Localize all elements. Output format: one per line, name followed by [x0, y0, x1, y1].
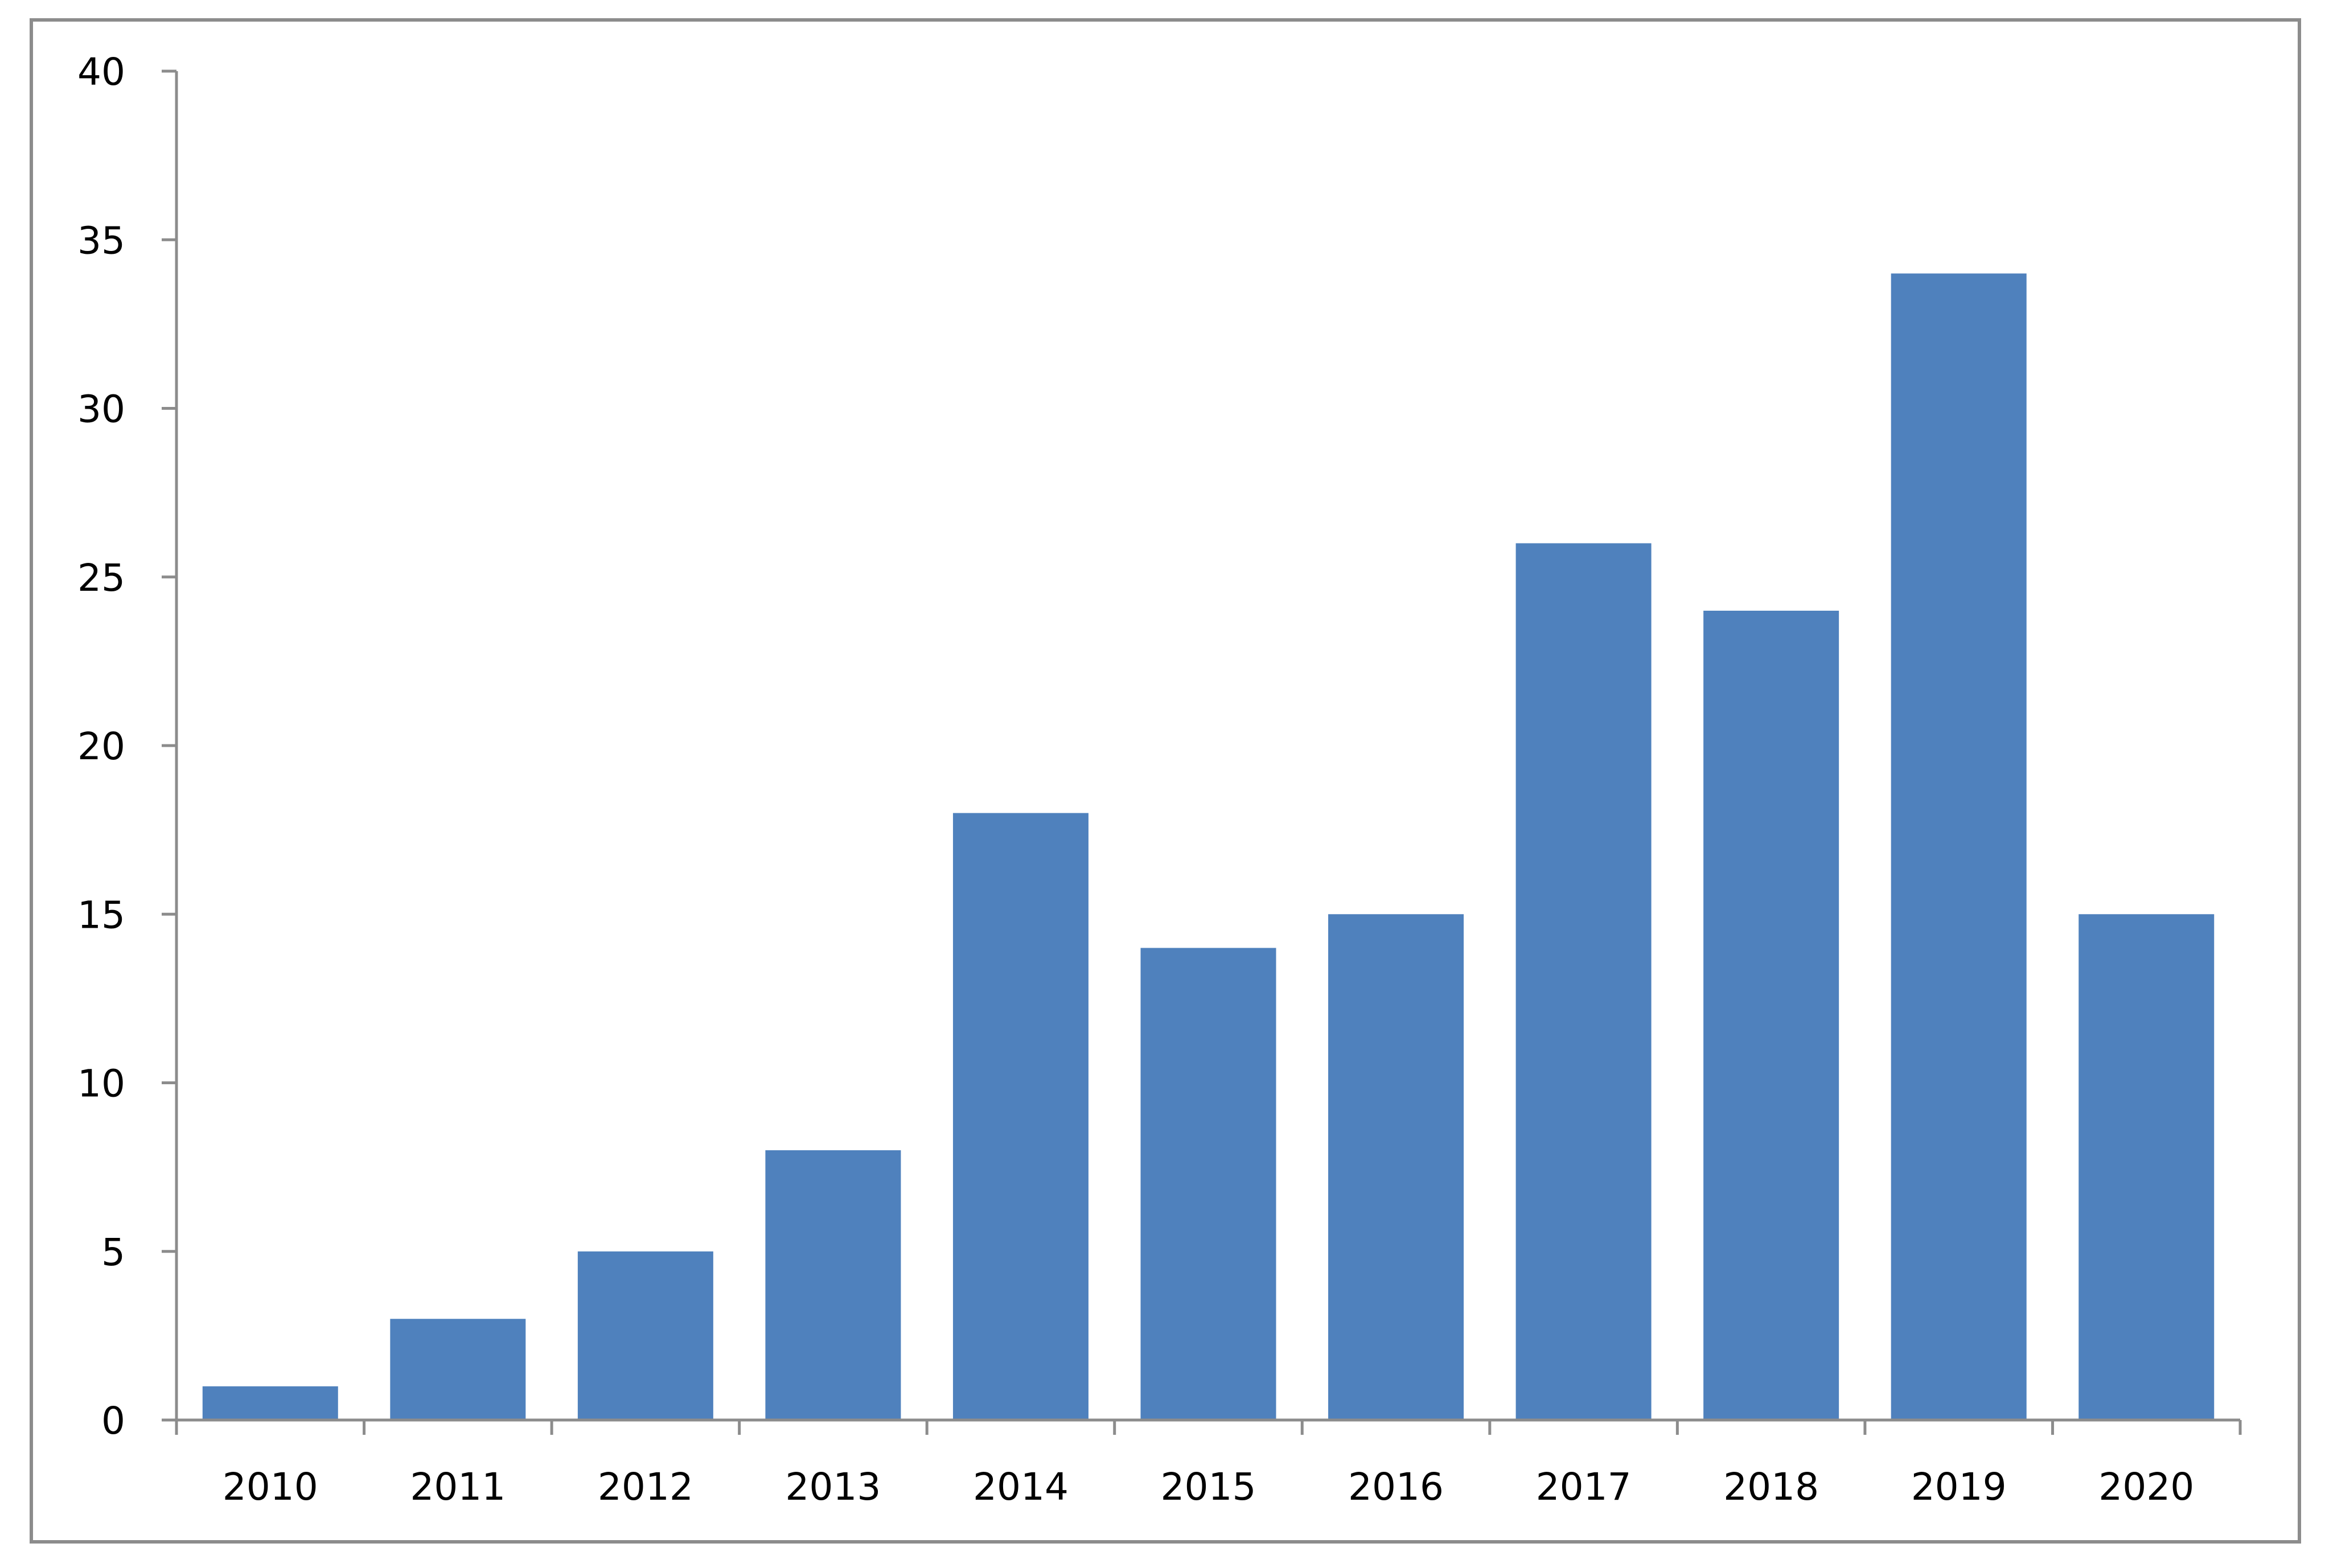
x-tick-label-2012: 2012	[598, 1465, 693, 1509]
bar-2019	[1891, 273, 2027, 1420]
bar-2013	[765, 1150, 901, 1420]
bars-group	[202, 273, 2215, 1420]
bar-2020	[2079, 914, 2215, 1420]
y-tick-labels: 0 5 10 15 20 25 30 35 40	[77, 50, 125, 1443]
x-tick-label-2011: 2011	[410, 1465, 506, 1509]
x-tick-label-2020: 2020	[2098, 1465, 2194, 1509]
y-tick-label-40: 40	[77, 50, 125, 94]
bar-2015	[1140, 948, 1276, 1420]
axes-group	[162, 69, 2242, 1435]
x-tick-label-2017: 2017	[1536, 1465, 1632, 1509]
bar-2012	[577, 1251, 713, 1420]
y-tick-label-25: 25	[77, 556, 125, 600]
x-tick-label-2018: 2018	[1723, 1465, 1819, 1509]
y-tick-label-30: 30	[77, 388, 125, 431]
y-tick-label-5: 5	[101, 1230, 125, 1274]
x-tick-label-2019: 2019	[1911, 1465, 2007, 1509]
x-tick-label-2015: 2015	[1161, 1465, 1256, 1509]
x-tick-label-2010: 2010	[223, 1465, 318, 1509]
x-tick-labels: 2010 2011 2012 2013 2014 2015 2016 2017 2018 2019…	[223, 1465, 2194, 1509]
y-tick-label-0: 0	[101, 1399, 125, 1443]
bar-2014	[952, 813, 1088, 1420]
y-tick-label-15: 15	[77, 893, 125, 937]
bar-2011	[390, 1319, 526, 1420]
bar-2017	[1515, 543, 1652, 1420]
bar-2016	[1328, 914, 1464, 1420]
y-tick-label-20: 20	[77, 725, 125, 768]
x-tick-label-2014: 2014	[973, 1465, 1069, 1509]
bar-2018	[1703, 611, 1839, 1420]
x-tick-label-2013: 2013	[785, 1465, 881, 1509]
x-tick-label-2016: 2016	[1348, 1465, 1444, 1509]
bar-2010	[202, 1386, 338, 1420]
y-tick-label-10: 10	[77, 1062, 125, 1106]
y-tick-label-35: 35	[77, 219, 125, 262]
